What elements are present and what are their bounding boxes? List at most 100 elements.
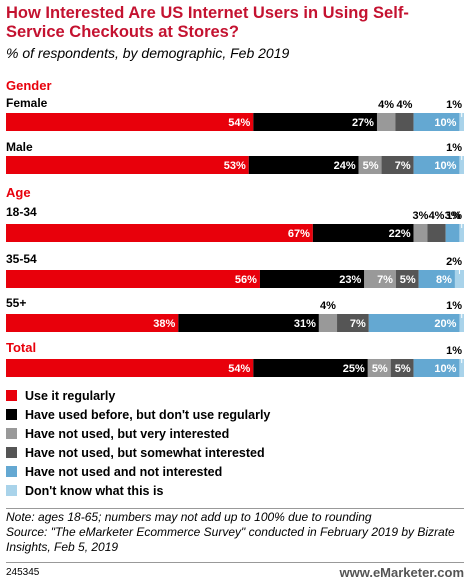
- bar-segment: [253, 359, 368, 377]
- data-label: 1%: [446, 345, 462, 357]
- chart-id: 245345: [6, 567, 40, 578]
- legend-swatch: [6, 428, 17, 439]
- bar-segment: [427, 224, 446, 242]
- data-label: 1%: [446, 142, 462, 154]
- data-label: 38%: [153, 318, 175, 330]
- legend-item: Have not used, but somewhat interested: [6, 443, 270, 462]
- data-label: 7%: [377, 274, 393, 286]
- bar-segment: [358, 156, 382, 174]
- bar-segment: [253, 113, 377, 131]
- section-label-gender: Gender: [6, 78, 52, 93]
- data-label: 8%: [436, 274, 452, 286]
- bar-segment: [413, 113, 460, 131]
- bar-segment: [459, 314, 464, 332]
- bar-segment: [367, 359, 391, 377]
- data-label: 1%: [446, 210, 462, 222]
- data-label: 10%: [434, 160, 456, 172]
- data-label: 24%: [334, 160, 356, 172]
- chart-subtitle: % of respondents, by demographic, Feb 20…: [6, 45, 290, 61]
- bar-segment: [6, 270, 260, 288]
- divider: [6, 508, 464, 509]
- data-label: 27%: [352, 117, 374, 129]
- legend: Use it regularly Have used before, but do…: [6, 386, 270, 500]
- brand-name: eMarketer: [372, 565, 434, 580]
- data-label: 20%: [434, 318, 456, 330]
- bar-segment: [413, 224, 428, 242]
- data-label: 5%: [372, 363, 388, 375]
- data-label: 1%: [446, 300, 462, 312]
- bar-segment: [381, 156, 414, 174]
- legend-label: Have not used, but very interested: [25, 426, 230, 441]
- bar-segment: [6, 224, 313, 242]
- data-label: 53%: [224, 160, 246, 172]
- legend-swatch: [6, 390, 17, 401]
- legend-swatch: [6, 447, 17, 458]
- legend-item: Have not used, but very interested: [6, 424, 270, 443]
- bar-segment: [395, 113, 414, 131]
- legend-item: Have used before, but don't use regularl…: [6, 405, 270, 424]
- data-label: 1%: [446, 99, 462, 111]
- bar-segment: [413, 156, 460, 174]
- legend-item: Don't know what this is: [6, 481, 270, 500]
- bar-segment: [312, 224, 414, 242]
- bar-segment: [413, 359, 460, 377]
- bar-segment: [178, 314, 319, 332]
- data-label: 5%: [395, 363, 411, 375]
- bar-segment: [418, 270, 455, 288]
- bar-segment: [6, 359, 254, 377]
- data-label: 7%: [395, 160, 411, 172]
- bar-segment: [454, 270, 464, 288]
- note-block: Note: ages 18-65; numbers may not add up…: [6, 510, 466, 555]
- data-label: 3%: [445, 210, 461, 222]
- bar-segment: [459, 359, 464, 377]
- brand-suffix: .com: [433, 565, 464, 580]
- legend-label: Don't know what this is: [25, 483, 164, 498]
- data-label: 25%: [343, 363, 365, 375]
- note-text: Note: ages 18-65; numbers may not add up…: [6, 510, 372, 524]
- legend-label: Have used before, but don't use regularl…: [25, 407, 271, 422]
- data-label: 4%: [429, 210, 445, 222]
- data-label: 54%: [228, 363, 250, 375]
- data-label: 54%: [228, 117, 250, 129]
- bar-segment: [395, 270, 419, 288]
- group-label: 18-34: [6, 205, 37, 219]
- legend-item: Use it regularly: [6, 386, 270, 405]
- data-label: 31%: [294, 318, 316, 330]
- bar-segment: [318, 314, 338, 332]
- data-label: 23%: [339, 274, 361, 286]
- data-label: 4%: [397, 99, 413, 111]
- legend-item: Have not used and not interested: [6, 462, 270, 481]
- bar-segment: [6, 314, 179, 332]
- bar-segment: [368, 314, 460, 332]
- bar-segment: [364, 270, 396, 288]
- data-label: 56%: [235, 274, 257, 286]
- data-label: 5%: [363, 160, 379, 172]
- source-text: Source: "The eMarketer Ecommerce Survey"…: [6, 525, 455, 554]
- legend-swatch: [6, 485, 17, 496]
- group-label: 55+: [6, 296, 26, 310]
- group-label: 35-54: [6, 252, 37, 266]
- bar-segment: [248, 156, 359, 174]
- data-label: 10%: [434, 363, 456, 375]
- bar-segment: [459, 224, 464, 242]
- legend-label: Have not used, but somewhat interested: [25, 445, 265, 460]
- legend-label: Have not used and not interested: [25, 464, 223, 479]
- data-label: 22%: [389, 228, 411, 240]
- bar-segment: [459, 156, 464, 174]
- data-label: 5%: [400, 274, 416, 286]
- group-label: Female: [6, 96, 48, 110]
- bar-segment: [259, 270, 365, 288]
- group-label: Male: [6, 140, 33, 154]
- legend-swatch: [6, 466, 17, 477]
- data-label: 10%: [434, 117, 456, 129]
- section-label-total: Total: [6, 340, 36, 355]
- data-label: 3%: [413, 210, 429, 222]
- bar-segment: [337, 314, 369, 332]
- data-label: 2%: [446, 256, 462, 268]
- bar-segment: [390, 359, 414, 377]
- data-label: 7%: [350, 318, 366, 330]
- legend-swatch: [6, 409, 17, 420]
- bar-segment: [376, 113, 396, 131]
- data-label: 67%: [288, 228, 310, 240]
- bar-segment: [6, 156, 249, 174]
